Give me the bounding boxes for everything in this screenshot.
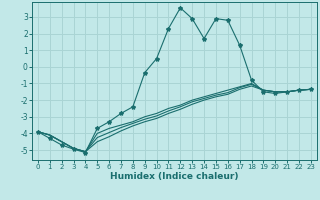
X-axis label: Humidex (Indice chaleur): Humidex (Indice chaleur) [110, 172, 239, 181]
